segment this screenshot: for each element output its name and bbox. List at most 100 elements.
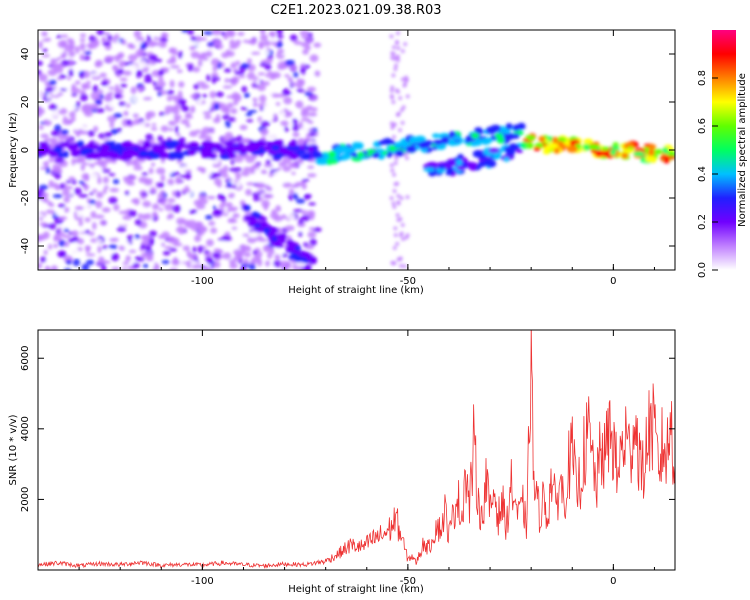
spectrogram-speckle bbox=[189, 94, 199, 99]
spectrogram-feature-blob bbox=[177, 143, 187, 148]
spectrogram-speckle bbox=[112, 218, 122, 224]
spectrogram-speckle bbox=[226, 95, 234, 99]
spectrogram-speckle bbox=[306, 38, 314, 43]
spectrogram-speckle bbox=[133, 198, 140, 206]
spectrogram-speckle bbox=[394, 63, 399, 68]
spectrogram-speckle bbox=[268, 31, 276, 37]
spectrogram-feature-blob bbox=[325, 158, 334, 166]
spectrogram-speckle bbox=[291, 93, 298, 99]
spectrogram-speckle bbox=[84, 185, 90, 190]
spectrogram-speckle bbox=[263, 103, 272, 112]
spectrogram-speckle bbox=[119, 77, 128, 82]
spectrogram-speckle bbox=[280, 120, 289, 127]
spectrogram-speckle bbox=[85, 253, 96, 257]
spectrogram-speckle bbox=[95, 99, 101, 105]
spectrogram-speckle bbox=[158, 111, 166, 117]
spectrogram-speckle bbox=[48, 203, 55, 207]
spectrogram-speckle bbox=[196, 81, 206, 85]
spectrogram-speckle bbox=[221, 31, 226, 36]
spectrogram-speckle bbox=[127, 42, 135, 49]
spectrogram-speckle bbox=[392, 172, 397, 177]
spectrogram-speckle bbox=[132, 162, 142, 167]
spectrogram-speckle bbox=[172, 190, 177, 197]
spectrogram-speckle bbox=[120, 83, 128, 88]
spectrogram-feature-blob bbox=[666, 150, 675, 157]
spectrogram-speckle bbox=[225, 30, 235, 37]
spectrogram-speckle bbox=[57, 56, 62, 61]
spectrogram-feature-blob bbox=[543, 145, 553, 152]
spectrogram-feature-blob bbox=[465, 135, 472, 144]
spectrogram-speckle bbox=[148, 237, 155, 246]
spectrogram-speckle bbox=[263, 50, 270, 56]
spectrogram-speckle bbox=[259, 94, 267, 103]
spectrogram-speckle bbox=[404, 75, 409, 80]
spectrogram-speckle bbox=[88, 41, 98, 49]
spectrogram-speckle bbox=[42, 48, 48, 53]
spectrogram-speckle bbox=[87, 130, 95, 137]
spectrogram-speckle bbox=[190, 51, 200, 59]
spectrogram-feature-blob bbox=[633, 151, 645, 157]
spectrogram-feature-blob bbox=[279, 239, 286, 244]
spectrogram-y-tick-label: 40 bbox=[20, 48, 31, 61]
spectrogram-speckle bbox=[236, 180, 241, 189]
spectrogram-speckle bbox=[79, 33, 87, 38]
spectrogram-speckle bbox=[135, 228, 145, 232]
spectrogram-feature-blob bbox=[512, 124, 521, 132]
spectrogram-speckle bbox=[260, 120, 271, 127]
spectrogram-speckle bbox=[155, 33, 161, 38]
spectrogram-speckle bbox=[166, 215, 171, 220]
spectrogram-speckle bbox=[169, 247, 178, 252]
spectrogram-speckle bbox=[396, 58, 401, 63]
spectrogram-speckle bbox=[401, 237, 406, 242]
spectrogram-feature-blob bbox=[375, 148, 385, 153]
spectrogram-speckle bbox=[167, 198, 176, 203]
spectrogram-speckle bbox=[84, 51, 92, 55]
spectrogram-x-tick-label: 0 bbox=[610, 276, 616, 287]
spectrogram-speckle bbox=[293, 40, 303, 45]
spectrogram-speckle bbox=[60, 53, 67, 59]
spectrogram-speckle bbox=[282, 91, 293, 95]
spectrogram-speckle bbox=[78, 130, 89, 135]
spectrogram-speckle bbox=[310, 116, 315, 121]
spectrogram-speckle bbox=[314, 70, 321, 77]
spectrogram-speckle bbox=[110, 128, 120, 135]
spectrogram-speckle bbox=[79, 93, 89, 102]
spectrogram-speckle bbox=[299, 137, 304, 146]
spectrogram-speckle bbox=[108, 244, 118, 250]
spectrogram-x-ticks: -100 -50 0 bbox=[37, 30, 655, 287]
spectrogram-feature-blob bbox=[274, 243, 284, 249]
spectrogram-feature-blob bbox=[272, 228, 279, 234]
spectrogram-speckle bbox=[186, 250, 192, 258]
spectrogram-speckle bbox=[244, 245, 251, 250]
spectrogram-speckle bbox=[82, 103, 92, 112]
spectrogram-speckle bbox=[401, 105, 406, 110]
spectrogram-speckle bbox=[78, 180, 85, 184]
spectrogram-speckle bbox=[53, 243, 59, 248]
spectrogram-speckle bbox=[55, 35, 62, 39]
spectrogram-speckle bbox=[246, 119, 254, 123]
spectrogram-speckle bbox=[206, 42, 215, 47]
spectrogram-speckle bbox=[211, 30, 222, 36]
spectrogram-speckle bbox=[249, 170, 256, 175]
spectrogram-speckle bbox=[97, 245, 102, 254]
spectrogram-speckle bbox=[109, 187, 120, 193]
spectrogram-speckle bbox=[139, 121, 146, 129]
spectrogram-speckle bbox=[117, 127, 122, 134]
spectrogram-speckle bbox=[140, 43, 146, 50]
spectrogram-speckle bbox=[228, 167, 238, 172]
spectrogram-speckle bbox=[224, 120, 231, 129]
spectrogram-speckle bbox=[247, 109, 258, 114]
spectrogram-speckle bbox=[212, 261, 221, 269]
spectrogram-speckle bbox=[393, 67, 398, 72]
spectrogram-speckle bbox=[244, 92, 250, 99]
spectrogram-speckle bbox=[160, 69, 165, 75]
spectrogram-speckle bbox=[274, 189, 283, 194]
spectrogram-speckle bbox=[166, 59, 176, 64]
spectrogram-speckle bbox=[298, 121, 304, 130]
spectrogram-speckle bbox=[197, 59, 203, 67]
spectrogram-speckle bbox=[54, 156, 65, 164]
spectrogram-speckle bbox=[283, 64, 289, 69]
spectrogram-feature-blob bbox=[308, 145, 315, 153]
colorbar-tick-label: 0.8 bbox=[697, 70, 708, 86]
spectrogram-speckle bbox=[198, 225, 208, 233]
